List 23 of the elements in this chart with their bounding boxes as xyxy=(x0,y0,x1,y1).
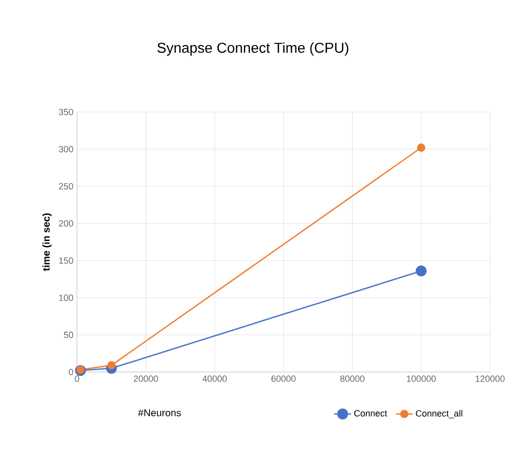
x-tick-label: 0 xyxy=(74,376,80,382)
point xyxy=(417,144,426,152)
y-tick-label: 300 xyxy=(58,146,74,152)
y-axis-title: time (in sec) xyxy=(42,213,52,271)
point xyxy=(107,361,116,370)
y-tick-label: 350 xyxy=(58,108,74,116)
legend-label: Connect xyxy=(354,410,388,416)
x-tick-label: 20000 xyxy=(134,376,158,382)
x-tick-label: 120000 xyxy=(476,376,505,382)
x-axis-title: #Neurons xyxy=(138,409,181,416)
point xyxy=(416,266,427,276)
legend-label: Connect_all xyxy=(416,410,462,418)
y-tick-label: 150 xyxy=(59,257,74,264)
x-tick-label: 80000 xyxy=(340,376,364,382)
x-tick-label: 40000 xyxy=(202,376,227,382)
y-tick-label: 50 xyxy=(64,332,74,338)
y-tick-label: 100 xyxy=(59,294,74,301)
chart-title: Synapse Connect Time (CPU) xyxy=(157,42,348,56)
y-tick-label: 250 xyxy=(58,183,74,190)
x-tick-label: 100000 xyxy=(406,376,436,382)
x-tick-label: 60000 xyxy=(271,376,296,382)
y-tick-label: 200 xyxy=(58,220,74,227)
y-tick-label: 0 xyxy=(68,368,74,376)
